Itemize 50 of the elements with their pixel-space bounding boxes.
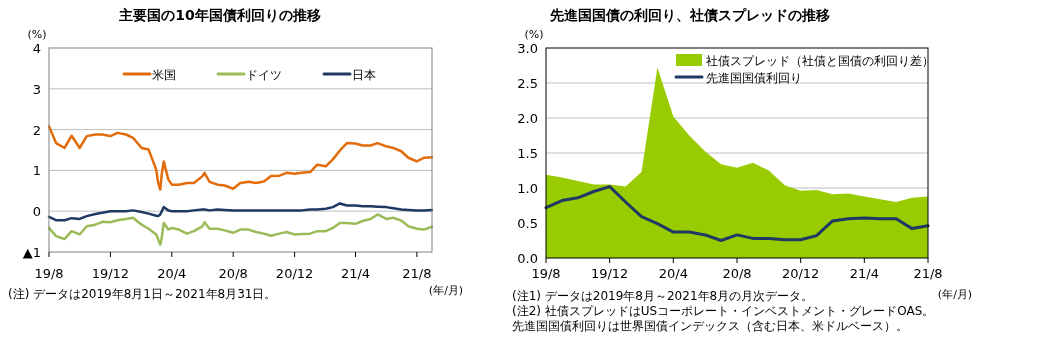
x-tick-label: 20/4	[658, 266, 688, 281]
line-series	[47, 213, 434, 246]
x-tick-label: 21/4	[340, 266, 371, 281]
legend-label: 日本	[352, 68, 376, 82]
x-tick-label: 20/4	[157, 266, 187, 281]
line-series	[544, 185, 930, 242]
legend-item: 社債スプレッド（社債と国債の利回り差）	[676, 54, 934, 68]
x-tick-label: 20/12	[275, 266, 314, 281]
y-tick-label: 2.0	[517, 111, 538, 126]
x-axis-title: (年/月)	[428, 284, 464, 297]
x-tick-label: 21/8	[913, 266, 943, 281]
y-tick-label: 2.5	[517, 76, 538, 91]
y-tick-label: ▲1	[22, 245, 41, 260]
legend-item: 米国	[122, 68, 176, 82]
x-tick-label: 19/12	[590, 266, 629, 281]
line-series	[47, 202, 434, 222]
y-tick-label: 1	[32, 163, 41, 179]
y-tick-label: 3.0	[517, 41, 538, 56]
y-tick-label: 1.5	[517, 146, 538, 161]
x-tick-label: 20/12	[781, 266, 820, 281]
legend-item: 先進国国債利回り	[674, 71, 802, 85]
line-series	[47, 125, 434, 191]
x-axis-title: (年/月)	[937, 288, 973, 301]
x-tick-label: 20/8	[722, 266, 752, 281]
y-tick-label: 0.5	[517, 216, 538, 231]
legend-label: ドイツ	[246, 68, 282, 82]
x-tick-label: 21/8	[402, 266, 432, 281]
y-tick-label: 1.0	[517, 181, 538, 196]
text: (注) データは2019年8月1日～2021年8月31日。	[8, 287, 277, 301]
text: 先進国国債利回りは世界国債インデックス（含む日本、米ドルベース）。	[512, 319, 908, 333]
y-tick-label: 0	[32, 204, 41, 220]
legend-item: 日本	[322, 68, 376, 82]
y-axis-title: (%)	[524, 28, 544, 41]
legend-label: 米国	[152, 68, 176, 82]
y-tick-label: 4	[32, 41, 41, 56]
x-tick-label: 21/4	[849, 266, 879, 281]
legend-item: ドイツ	[216, 68, 282, 82]
y-tick-label: 0.0	[517, 251, 538, 266]
chart-title: 主要国の10年国債利回りの推移	[118, 7, 321, 23]
y-axis-title: (%)	[27, 28, 47, 41]
x-tick-label: 19/8	[34, 266, 64, 281]
x-tick-label: 20/8	[218, 266, 248, 281]
text: (注1) データは2019年8月～2021年8月の月次データ。	[512, 289, 814, 303]
legend-label: 先進国国債利回り	[706, 71, 802, 85]
chart-title: 先進国国債の利回り、社債スプレッドの推移	[549, 7, 830, 23]
text: (注2) 社債スプレッドはUSコーポレート・インベストメント・グレードOAS。	[512, 304, 935, 318]
x-tick-label: 19/12	[91, 266, 130, 281]
y-tick-label: 3	[32, 81, 41, 97]
x-tick-label: 19/8	[531, 266, 561, 281]
y-tick-label: 2	[32, 122, 41, 138]
